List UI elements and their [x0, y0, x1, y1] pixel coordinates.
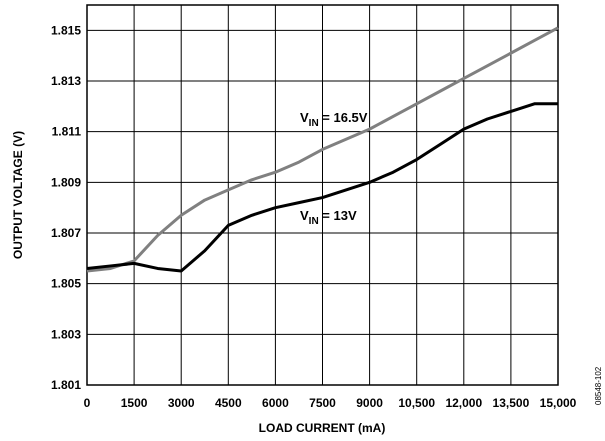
x-tick-label: 1500: [121, 396, 148, 410]
y-tick-label: 1.801: [51, 378, 81, 392]
x-tick-label: 12,000: [445, 396, 482, 410]
figure-id: 08548-102: [594, 366, 603, 405]
annotation-text: VIN = 16.5V: [300, 110, 368, 129]
x-axis-label: LOAD CURRENT (mA): [259, 421, 386, 435]
annotation-text: VIN = 13V: [300, 208, 357, 227]
y-tick-label: 1.815: [51, 23, 81, 37]
x-tick-label: 6000: [262, 396, 289, 410]
annotation: VIN = 13V: [300, 208, 357, 227]
series-line: [86, 26, 559, 273]
y-tick-label: 1.809: [51, 175, 81, 189]
series-line: [86, 102, 558, 273]
annotation-prefix: V: [300, 208, 309, 223]
y-tick-label: 1.811: [52, 125, 82, 139]
annotation-subscript: IN: [309, 118, 319, 129]
x-tick-label: 15,000: [540, 396, 577, 410]
y-tick-label: 1.813: [51, 74, 81, 88]
annotation-prefix: V: [300, 110, 309, 125]
x-tick-label: 7500: [309, 396, 336, 410]
x-tick-label: 0: [84, 396, 91, 410]
annotation-suffix: = 16.5V: [319, 110, 368, 125]
x-tick-label: 9000: [356, 396, 383, 410]
annotation-suffix: = 13V: [319, 208, 357, 223]
x-tick-label: 13,500: [493, 396, 530, 410]
plot-frame: [86, 4, 559, 386]
x-tick-label: 10,500: [398, 396, 435, 410]
annotation-subscript: IN: [309, 216, 319, 227]
x-tick-label: 4500: [215, 396, 242, 410]
annotation: VIN = 16.5V: [300, 110, 368, 129]
y-tick-label: 1.805: [51, 277, 81, 291]
y-axis-label: OUTPUT VOLTAGE (V): [11, 131, 25, 259]
y-tick-label: 1.803: [51, 327, 81, 341]
x-tick-label: 3000: [168, 396, 195, 410]
y-tick-label: 1.807: [51, 226, 81, 240]
